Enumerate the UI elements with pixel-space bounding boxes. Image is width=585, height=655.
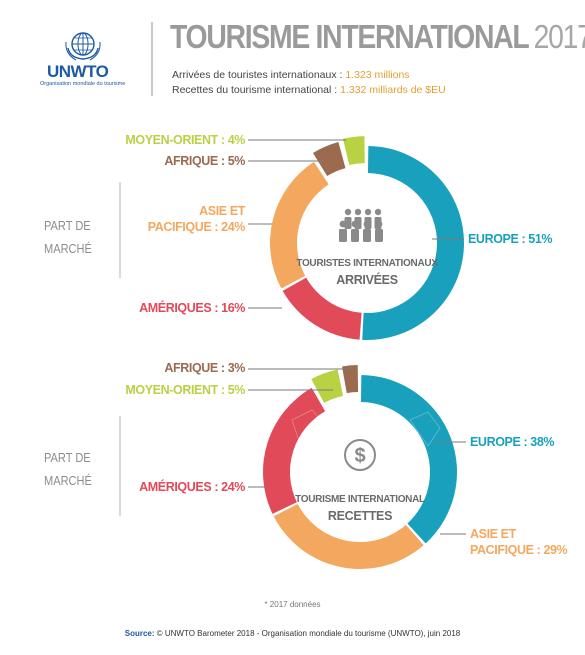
receipts-summary: Recettes du tourisme international : 1.3… <box>172 84 446 96</box>
market-share-label-bottom-line1: PART DE <box>44 450 91 465</box>
title-main: TOURISME INTERNATIONAL <box>170 18 530 55</box>
page-title: TOURISME INTERNATIONAL2017 <box>170 18 585 56</box>
arrivals-leader-lines <box>248 139 464 309</box>
source-label: Source: <box>124 629 155 638</box>
arrivals-center-label-2: ARRIVÉES <box>336 272 398 287</box>
arrivals-slice-afrique <box>312 142 346 177</box>
receipts-label-moyen-orient: MOYEN-ORIENT : 5% <box>125 383 245 397</box>
title-year: 2017 <box>533 18 585 55</box>
receipts-slice-afrique <box>342 365 359 394</box>
receipts-label-asie-line1: ASIE ET <box>470 527 517 541</box>
receipts-label: Recettes du tourisme international : <box>172 84 341 96</box>
unwto-globe-logo-icon <box>64 30 102 62</box>
arrivals-slice-moyen-orient <box>342 136 365 166</box>
receipts-donut-hole <box>306 418 414 526</box>
arrivals-summary: Arrivées de touristes internationaux : 1… <box>172 69 410 81</box>
header-divider <box>151 22 153 96</box>
market-share-label-top-line2: MARCHÉ <box>44 241 92 256</box>
arrivals-donut-hole <box>315 191 419 295</box>
receipts-donut-chart: $ TOURISME INTERNATIONAL RECETTES EUROPE… <box>125 361 568 569</box>
market-share-label-bottom: PART DE MARCHÉ <box>44 446 92 492</box>
arrivals-label-ameriques: AMÉRIQUES : 16% <box>139 300 245 315</box>
receipts-slice-moyen-orient <box>311 369 344 403</box>
receipts-value: 1.332 milliards de $EU <box>340 84 446 96</box>
receipts-slice-europe <box>360 375 457 544</box>
source-note: Source: © UNWTO Barometer 2018 - Organis… <box>0 629 585 638</box>
market-share-label-top: PART DE MARCHÉ <box>44 214 92 260</box>
receipts-center-label-2: RECETTES <box>328 509 392 523</box>
market-share-label-bottom-line2: MARCHÉ <box>44 473 92 488</box>
arrivals-center-label-1: TOURISTES INTERNATIONAUX <box>296 258 438 269</box>
arrivals-label-moyen-orient: MOYEN-ORIENT : 4% <box>125 133 245 147</box>
source-text: © UNWTO Barometer 2018 - Organisation mo… <box>154 629 461 638</box>
footnote: * 2017 données <box>264 600 321 609</box>
market-share-label-top-line1: PART DE <box>44 218 91 233</box>
receipts-slice-am-riques <box>263 387 326 514</box>
arrivals-slice-asie-et-pacifique <box>270 161 329 289</box>
divider-bottom <box>119 416 121 516</box>
receipts-slice-asie-et-pacifique <box>273 503 424 569</box>
receipts-leader-lines <box>248 368 466 535</box>
receipts-label-afrique: AFRIQUE : 3% <box>164 361 245 375</box>
arrivals-slice-am-riques <box>282 277 362 340</box>
arrivals-slice-europe <box>362 146 465 341</box>
arrivals-donut-chart: TOURISTES INTERNATIONAUX ARRIVÉES EUROPE… <box>125 133 553 341</box>
svg-text:$: $ <box>354 445 365 467</box>
receipts-center-label-1: TOURISME INTERNATIONAL <box>295 494 425 505</box>
arrivals-label-europe: EUROPE : 51% <box>468 232 552 246</box>
receipts-label-asie-line2: PACIFIQUE : 29% <box>470 543 568 557</box>
arrivals-label-afrique: AFRIQUE : 5% <box>164 154 245 168</box>
receipts-label-europe: EUROPE : 38% <box>470 435 554 449</box>
logo-text: UNWTO <box>47 62 109 81</box>
arrivals-label-asie-line2: PACIFIQUE : 24% <box>148 220 246 234</box>
arrivals-label: Arrivées de touristes internationaux : <box>172 69 346 81</box>
logo-subtitle: Organisation mondiale du tourisme <box>40 81 126 87</box>
receipts-label-ameriques: AMÉRIQUES : 24% <box>139 479 245 494</box>
dollar-icon: $ <box>344 439 376 471</box>
arrivals-label-asie-line1: ASIE ET <box>199 204 246 218</box>
divider-top <box>119 182 121 278</box>
tourists-group-icon <box>339 208 383 242</box>
arrivals-value: 1.323 millions <box>345 69 410 81</box>
